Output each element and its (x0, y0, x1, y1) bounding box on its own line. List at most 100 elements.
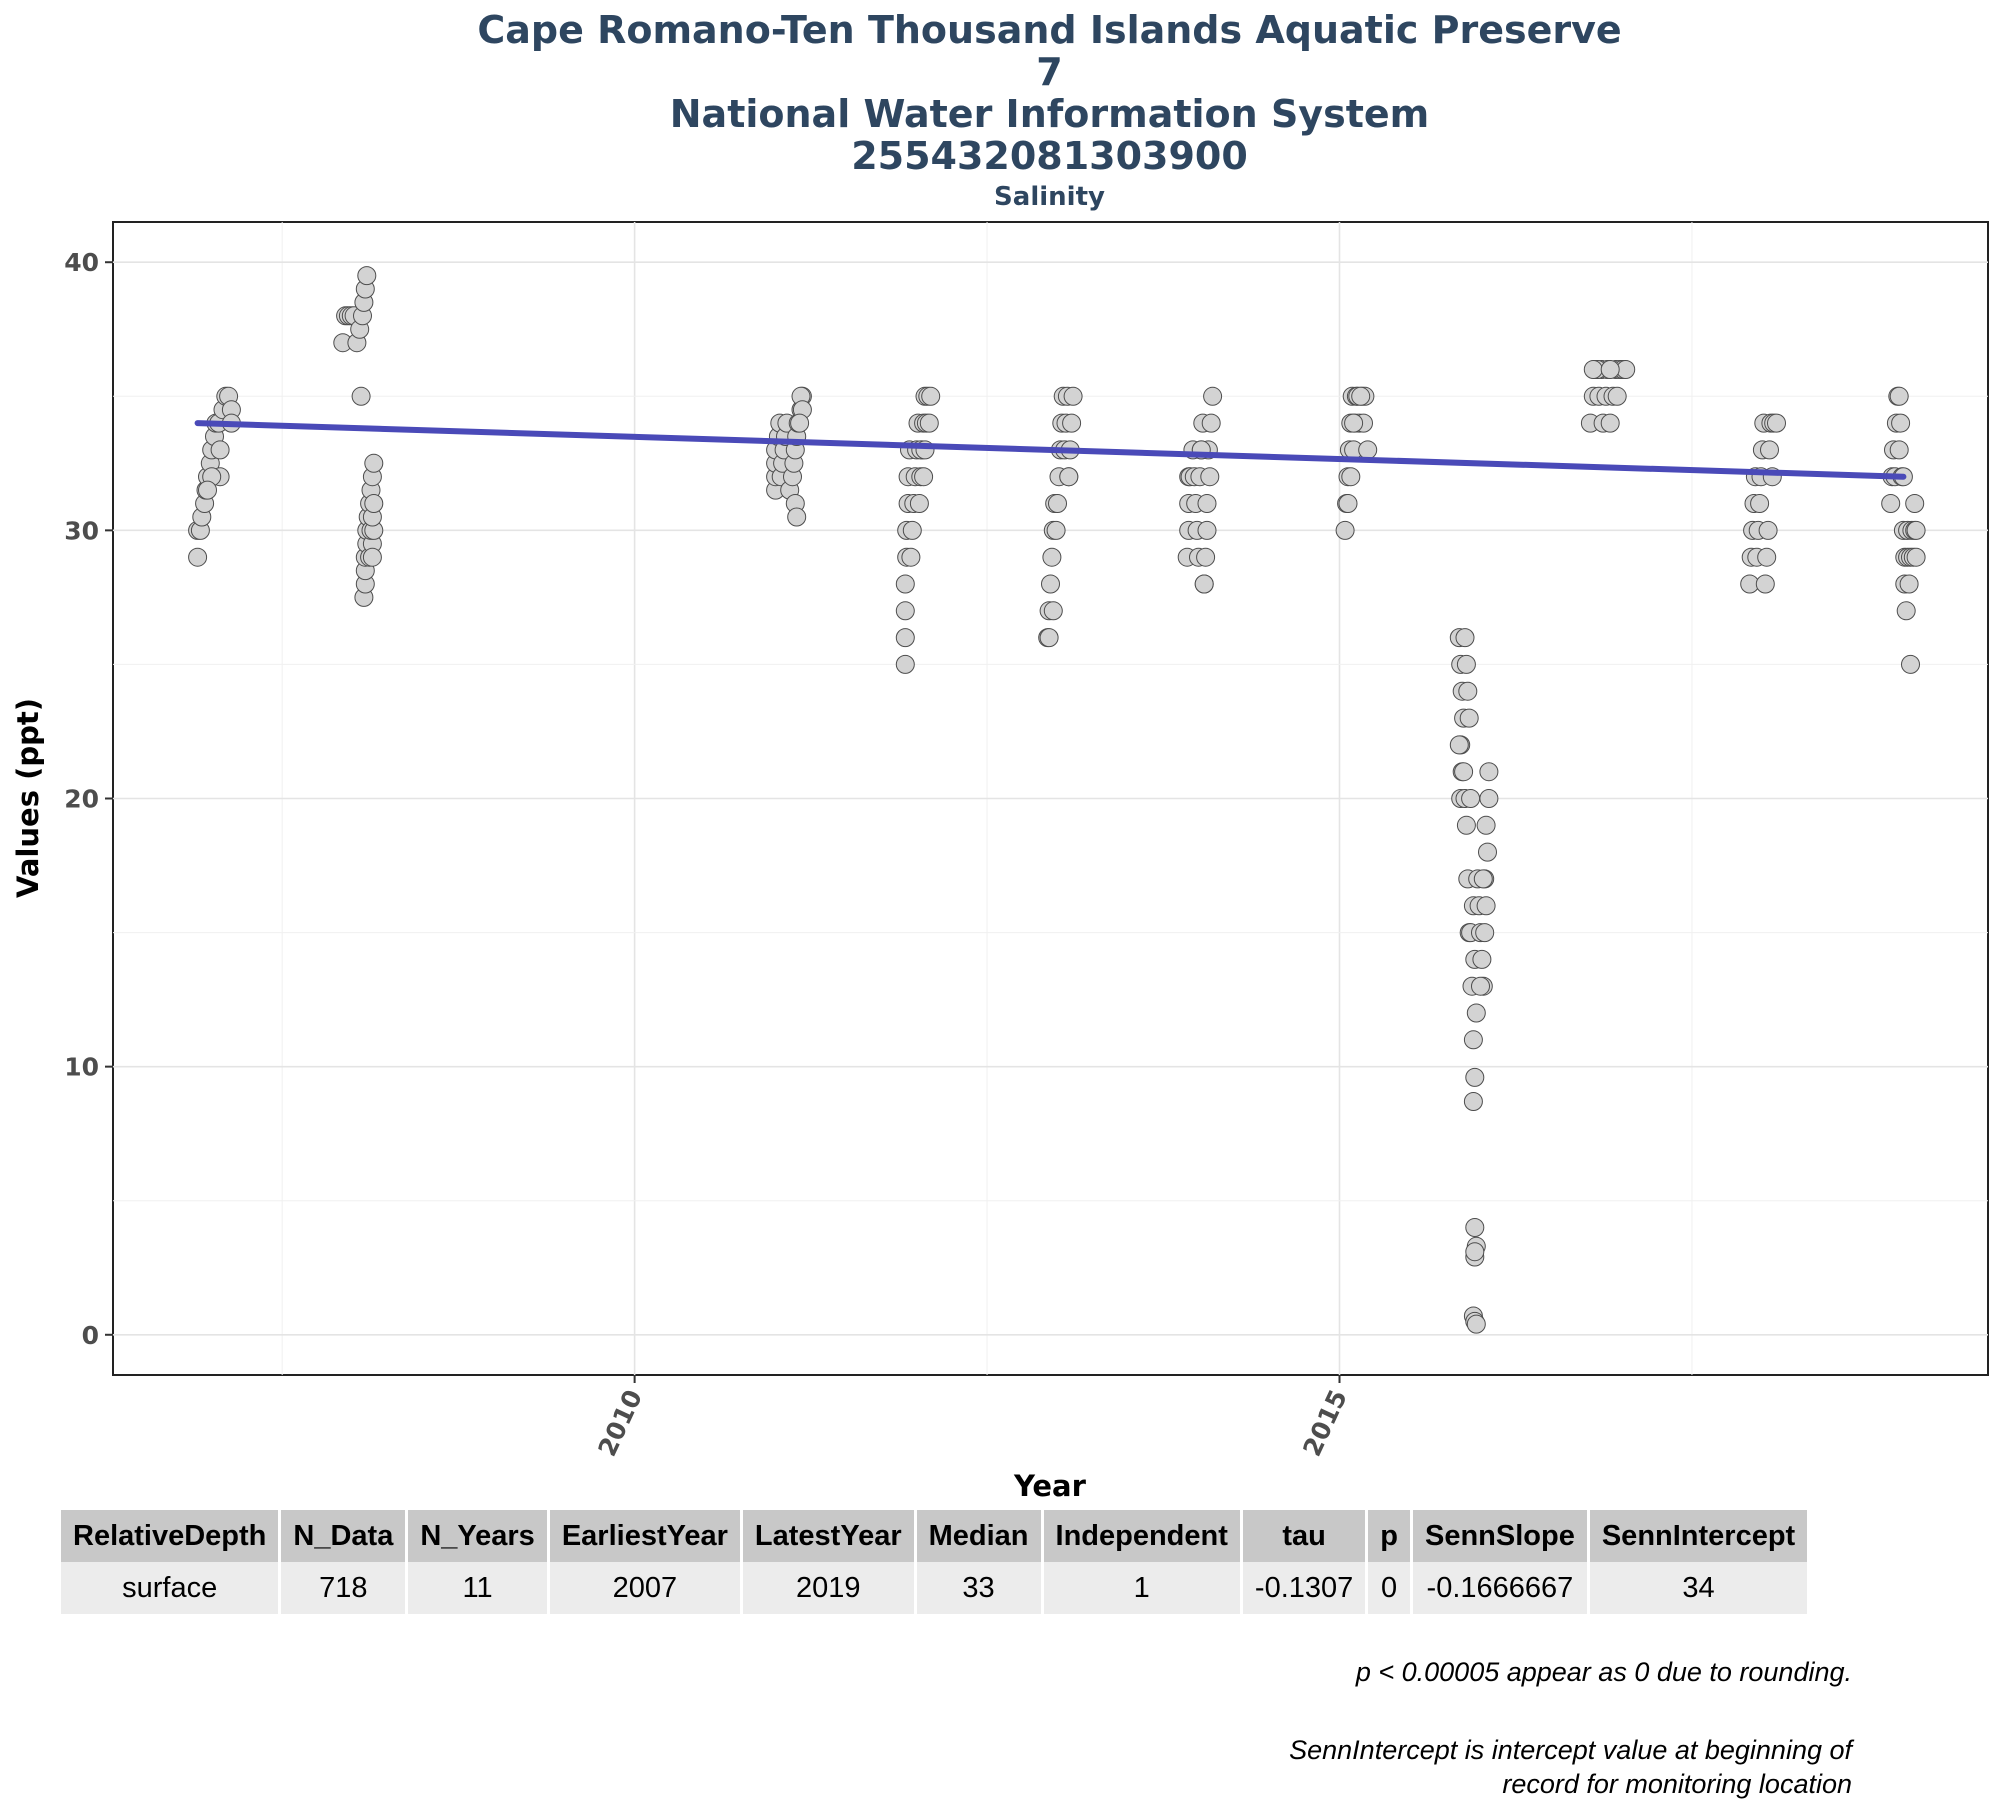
data-point (895, 601, 915, 621)
data-point (1607, 386, 1627, 406)
table-header-independent: Independent (1043, 1510, 1240, 1562)
data-point (1476, 896, 1496, 916)
data-point (1901, 654, 1920, 674)
data-point (1881, 494, 1901, 513)
chart-title-line-2: 7 (1036, 50, 1063, 94)
data-point (198, 480, 217, 500)
data-point (902, 520, 922, 540)
y-tick-label: 10 (64, 1053, 99, 1082)
data-point (1043, 601, 1063, 621)
data-point (1465, 1242, 1485, 1262)
table-cell: surface (61, 1562, 279, 1614)
data-point (1059, 467, 1079, 487)
data-point (790, 413, 810, 433)
data-point (1203, 386, 1223, 406)
y-tick-label: 20 (64, 785, 99, 814)
data-point (1755, 574, 1775, 594)
table-header-n-data: N_Data (281, 1510, 406, 1562)
table-header-relativedepth: RelativeDepth (61, 1510, 279, 1562)
table-header-p: p (1368, 1510, 1410, 1562)
data-point (1197, 520, 1217, 540)
data-point (1760, 440, 1779, 460)
data-point (1344, 413, 1364, 433)
data-point (919, 413, 939, 433)
data-point (1479, 789, 1499, 808)
data-point (1905, 494, 1925, 513)
data-point (1201, 413, 1221, 433)
table-cell: 34 (1589, 1562, 1808, 1614)
data-point (895, 574, 915, 594)
chart-title-line-3: National Water Information System (669, 92, 1430, 136)
data-point (210, 440, 230, 460)
data-point (1465, 1067, 1485, 1087)
data-point (1449, 735, 1469, 755)
data-points (188, 266, 1926, 1334)
data-point (921, 386, 941, 406)
data-point (1063, 386, 1083, 406)
data-point (1456, 654, 1476, 674)
data-point (364, 453, 384, 473)
scatter-chart: 0 10 20 30 40 2010 2015 Year Values (ppt) (11, 221, 1989, 1500)
senn-intercept-footnote-line-1: SennIntercept is intercept value at begi… (1289, 1735, 1852, 1765)
data-point (1479, 762, 1499, 782)
data-point (1046, 520, 1066, 540)
data-point (351, 386, 371, 406)
data-point (1335, 520, 1355, 540)
table-cell: 718 (281, 1562, 406, 1614)
table-cell: 11 (408, 1562, 547, 1614)
data-point (1454, 762, 1474, 782)
data-point (1041, 574, 1060, 594)
chart-subtitle: Salinity (994, 182, 1105, 212)
data-point (1757, 547, 1777, 567)
data-point (1358, 440, 1378, 460)
chart-title-line-1: Cape Romano-Ten Thousand Islands Aquatic… (477, 8, 1622, 52)
table-header-n-years: N_Years (408, 1510, 547, 1562)
data-point (1758, 520, 1778, 540)
table-header-tau: tau (1242, 1510, 1366, 1562)
data-point (895, 654, 915, 674)
data-point (1896, 601, 1916, 621)
data-point (1455, 628, 1475, 648)
data-point (1463, 1030, 1483, 1050)
x-tick-label: 2010 (592, 1385, 648, 1460)
data-point (1466, 1314, 1486, 1334)
data-point (1475, 923, 1495, 943)
table-cell: 1 (1043, 1562, 1240, 1614)
table-header-latestyear: LatestYear (742, 1510, 914, 1562)
data-point (1600, 360, 1620, 379)
table-header-sennintercept: SennIntercept (1589, 1510, 1808, 1562)
data-point (1767, 413, 1786, 433)
data-point (1466, 1003, 1486, 1023)
table-cell: 0 (1368, 1562, 1410, 1614)
table-cell: 33 (916, 1562, 1041, 1614)
y-tick-label: 40 (64, 248, 99, 277)
data-point (1197, 494, 1217, 513)
table-cell: -0.1307 (1242, 1562, 1366, 1614)
data-point (1465, 1218, 1485, 1237)
data-point (1476, 815, 1496, 835)
data-point (1048, 494, 1067, 513)
data-point (914, 467, 934, 487)
table-header-row: RelativeDepth N_Data N_Years EarliestYear La… (61, 1510, 1808, 1562)
data-point (1194, 574, 1214, 594)
x-tick-label: 2015 (1297, 1385, 1353, 1460)
table-header-sennslope: SennSlope (1412, 1510, 1587, 1562)
table-body: surface 718 11 2007 2019 33 1 -0.1307 0 -0.166666… (61, 1562, 1808, 1614)
data-point (1478, 842, 1497, 862)
data-point (1062, 413, 1082, 433)
data-point (1583, 360, 1603, 379)
data-point (1473, 869, 1493, 889)
table-row: surface 718 11 2007 2019 33 1 -0.1307 0 -0.166666… (61, 1562, 1808, 1614)
table-cell: 2019 (742, 1562, 914, 1614)
data-point (1200, 467, 1220, 487)
table-cell: -0.1666667 (1412, 1562, 1587, 1614)
y-axis-title: Values (ppt) (11, 698, 45, 898)
y-tick-label: 30 (64, 516, 99, 545)
data-point (901, 547, 921, 567)
trend-line-group (194, 420, 1907, 480)
data-point (895, 628, 915, 648)
data-point (1039, 628, 1059, 648)
grid-lines (113, 222, 1988, 1375)
table-cell: 2007 (549, 1562, 740, 1614)
y-tick-label: 0 (82, 1321, 99, 1350)
